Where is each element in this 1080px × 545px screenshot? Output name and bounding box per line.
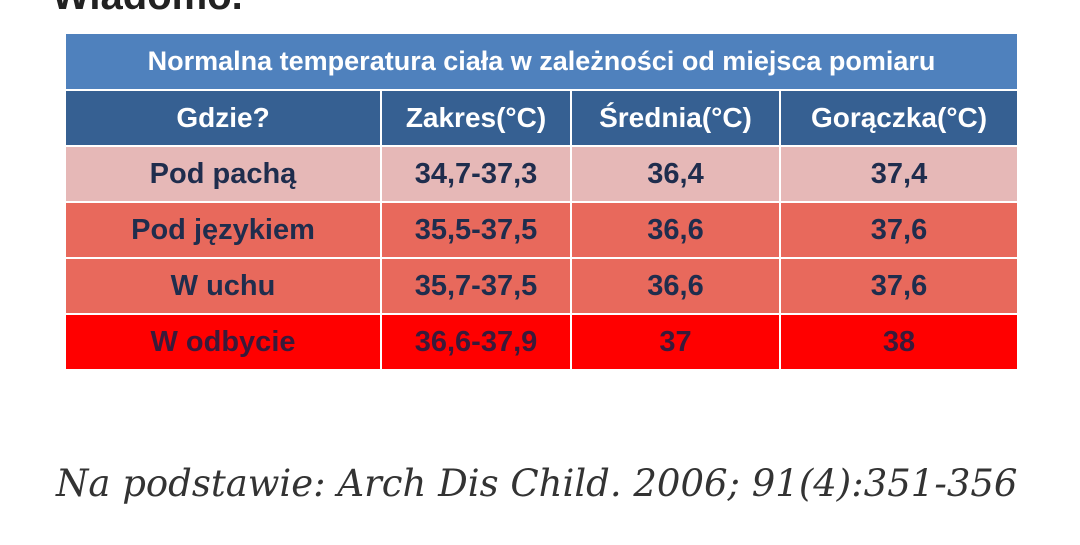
header-where: Gdzie? bbox=[64, 89, 382, 147]
table-row: W odbycie 36,6-37,9 37 38 bbox=[64, 313, 1020, 371]
table-title: Normalna temperatura ciała w zależności … bbox=[63, 32, 1020, 91]
cell-place: Pod językiem bbox=[64, 201, 382, 259]
cell-fever: 37,4 bbox=[778, 145, 1020, 203]
cell-average: 36,4 bbox=[570, 145, 781, 203]
cell-average: 37 bbox=[570, 313, 781, 371]
cut-off-heading: Wiadomo. bbox=[52, 0, 243, 16]
cell-average: 36,6 bbox=[570, 257, 781, 315]
cell-fever: 38 bbox=[778, 313, 1020, 371]
cell-range: 34,7-37,3 bbox=[380, 145, 572, 203]
header-range: Zakres(°C) bbox=[380, 89, 572, 147]
table-row: Pod pachą 34,7-37,3 36,4 37,4 bbox=[64, 145, 1020, 203]
cell-place: W odbycie bbox=[64, 313, 382, 371]
cell-range: 35,7-37,5 bbox=[380, 257, 572, 315]
cell-place: Pod pachą bbox=[64, 145, 382, 203]
cell-fever: 37,6 bbox=[778, 257, 1020, 315]
header-fever: Gorączka(°C) bbox=[778, 89, 1020, 147]
source-citation: Na podstawie: Arch Dis Child. 2006; 91(4… bbox=[56, 462, 1018, 505]
table-title-row: Normalna temperatura ciała w zależności … bbox=[63, 32, 1020, 91]
cell-average: 36,6 bbox=[570, 201, 781, 259]
table-row: W uchu 35,7-37,5 36,6 37,6 bbox=[64, 257, 1020, 315]
cell-range: 35,5-37,5 bbox=[380, 201, 572, 259]
cell-range: 36,6-37,9 bbox=[380, 313, 572, 371]
cell-fever: 37,6 bbox=[778, 201, 1020, 259]
cell-place: W uchu bbox=[64, 257, 382, 315]
header-average: Średnia(°C) bbox=[570, 89, 781, 147]
temperature-table: Normalna temperatura ciała w zależności … bbox=[63, 32, 1020, 371]
table-row: Pod językiem 35,5-37,5 36,6 37,6 bbox=[64, 201, 1020, 259]
table-header-row: Gdzie? Zakres(°C) Średnia(°C) Gorączka(°… bbox=[64, 89, 1020, 147]
temperature-table-container: Normalna temperatura ciała w zależności … bbox=[63, 32, 1020, 371]
